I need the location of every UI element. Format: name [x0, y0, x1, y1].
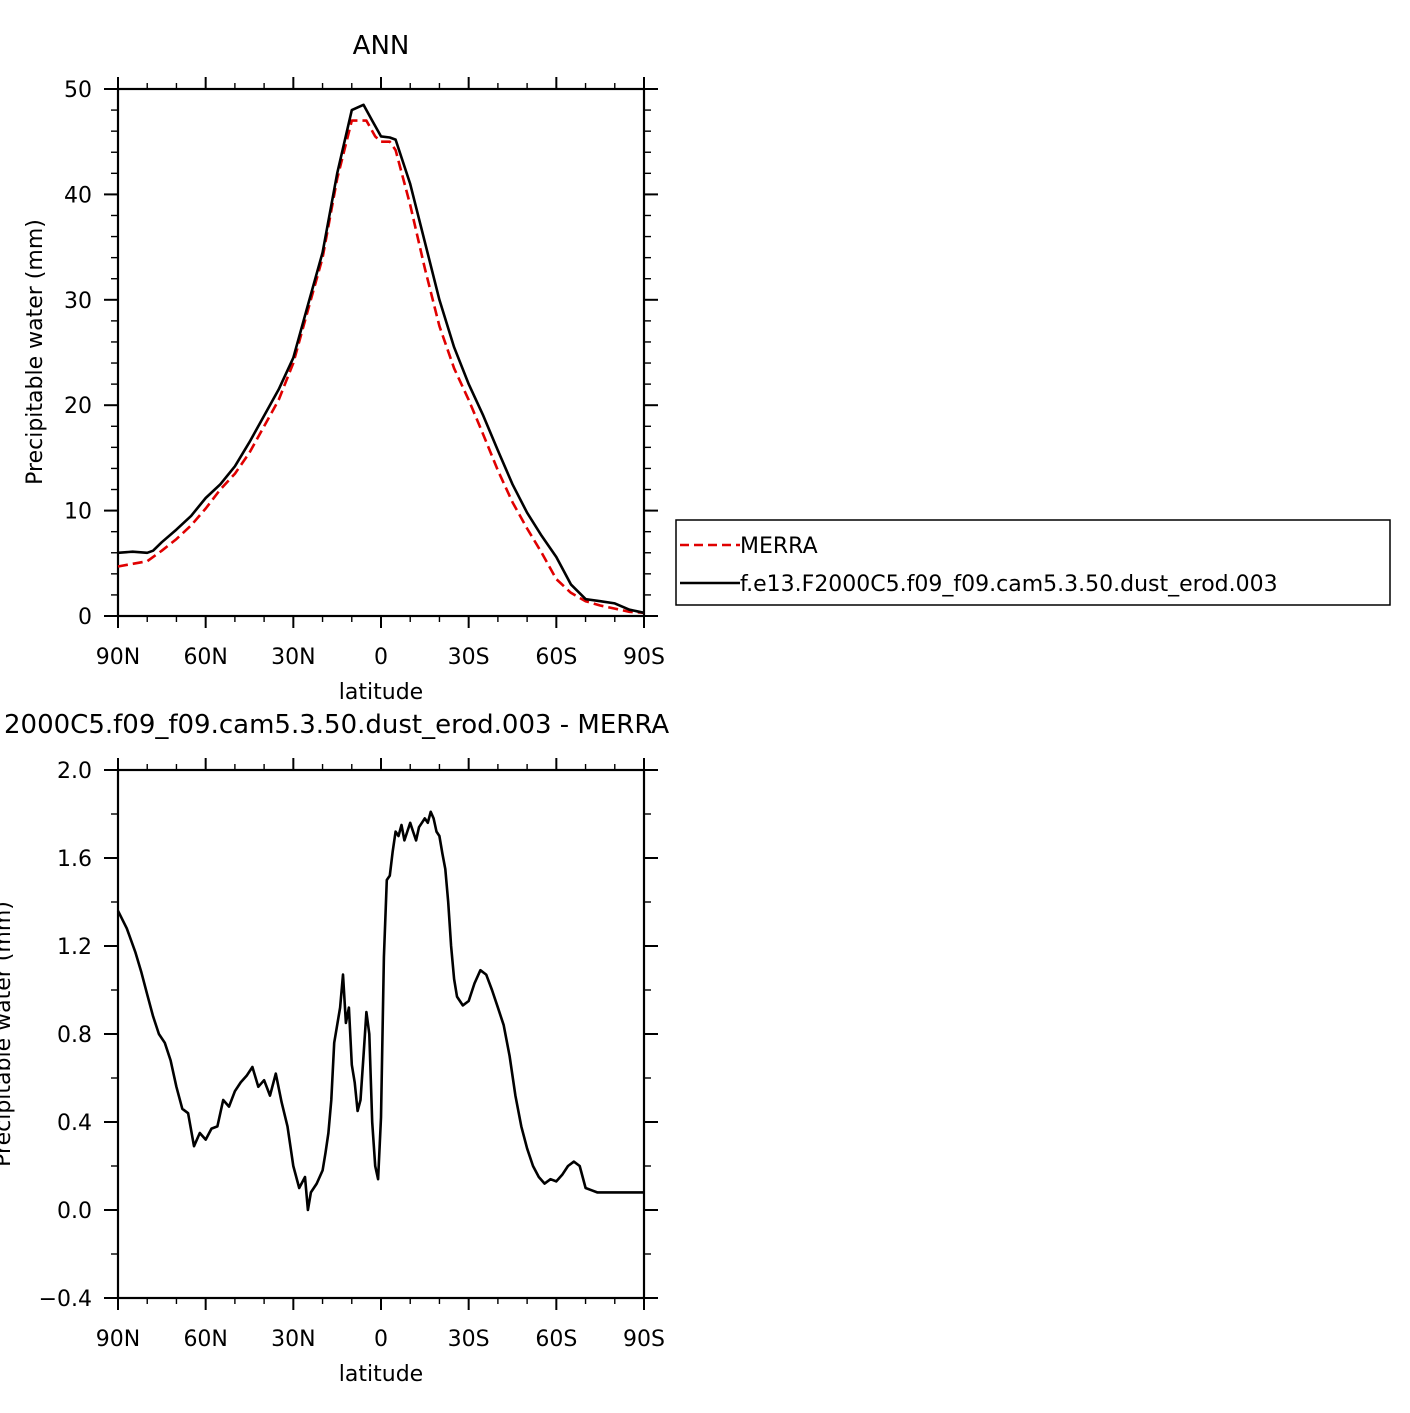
plot-frame: [116, 768, 646, 1300]
bottom-panel: 2000C5.f09_f09.cam5.3.50.dust_erod.003 -…: [0, 710, 669, 1387]
x-tick-label: 60S: [535, 1327, 577, 1352]
y-tick-label: 1.2: [57, 935, 92, 960]
x-tick-label: 30S: [448, 1327, 490, 1352]
x-tick-label: 30S: [448, 645, 490, 670]
x-tick-label: 90S: [623, 1327, 665, 1352]
x-tick-label: 90N: [96, 645, 140, 670]
legend-box: [675, 519, 1391, 606]
x-tick-label: 30N: [271, 1327, 315, 1352]
chart-title: ANN: [353, 31, 410, 61]
y-tick-label: 30: [64, 289, 92, 314]
legend-label-merra: MERRA: [740, 534, 818, 559]
series-line-0: [117, 119, 645, 615]
y-axis-label-clipped: Precipitable water (mm): [0, 901, 16, 1167]
x-tick-label: 0: [374, 645, 388, 670]
y-tick-label: 40: [64, 183, 92, 208]
x-tick-label: 60N: [183, 645, 227, 670]
x-tick-label: 60N: [183, 1327, 227, 1352]
legend: MERRA f.e13.F2000C5.f09_f09.cam5.3.50.du…: [675, 519, 1391, 606]
legend-label-model: f.e13.F2000C5.f09_f09.cam5.3.50.dust_ero…: [740, 572, 1278, 597]
plot-area-bottom: 90N 60N 30N 0 30S 60S 90S −0.4 0.0 0.4 0.8 1.2 1.6 2.…: [39, 758, 665, 1352]
y-tick-label: 2.0: [57, 759, 92, 784]
y-tick-label: 10: [64, 500, 92, 525]
y-tick-label: 20: [64, 394, 92, 419]
chart-title: 2000C5.f09_f09.cam5.3.50.dust_erod.003 -…: [4, 710, 669, 740]
series-line-0: [116, 810, 644, 1212]
y-tick-label: 0.0: [57, 1199, 92, 1224]
x-tick-label: 90S: [623, 645, 665, 670]
top-panel: ANN Precipitable water (mm) latitude 90N…: [23, 31, 1391, 705]
x-axis-label: latitude: [339, 1362, 423, 1387]
series-line-1: [117, 103, 645, 615]
y-axis-label: Precipitable water (mm): [23, 219, 48, 485]
y-tick-label: −0.4: [39, 1287, 92, 1312]
x-tick-label: 30N: [271, 645, 315, 670]
y-tick-label: 0.4: [57, 1111, 92, 1136]
y-tick-label: 1.6: [57, 847, 92, 872]
plot-area-top: 90N 60N 30N 0 30S 60S 90S 0 10 20 30 40 50: [64, 77, 665, 670]
y-axis-label: Precipitable water (mm): [0, 901, 16, 1167]
plot-frame: [116, 87, 646, 618]
x-tick-label: 90N: [96, 1327, 140, 1352]
y-tick-label: 0: [78, 605, 92, 630]
x-axis-label: latitude: [339, 680, 423, 705]
x-tick-label: 60S: [535, 645, 577, 670]
y-tick-label: 50: [64, 78, 92, 103]
x-tick-label: 0: [374, 1327, 388, 1352]
y-tick-label: 0.8: [57, 1023, 92, 1048]
